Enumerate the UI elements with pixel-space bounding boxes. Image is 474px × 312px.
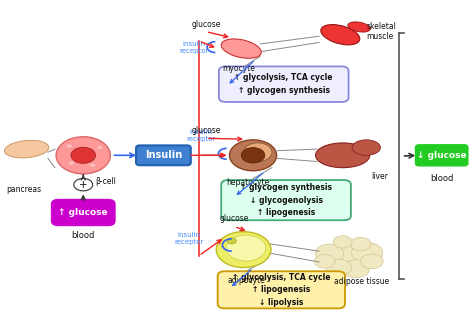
- Text: adipocyte: adipocyte: [227, 276, 265, 285]
- Text: pancreas: pancreas: [7, 185, 42, 194]
- Circle shape: [333, 236, 352, 248]
- Text: skeletal
muscle: skeletal muscle: [366, 22, 396, 41]
- Circle shape: [352, 242, 383, 263]
- FancyBboxPatch shape: [416, 145, 468, 166]
- Circle shape: [80, 150, 87, 154]
- Text: adipose tissue: adipose tissue: [334, 277, 389, 286]
- Circle shape: [314, 255, 335, 268]
- Text: ↑ glucose: ↑ glucose: [58, 208, 108, 217]
- FancyBboxPatch shape: [221, 180, 351, 220]
- Text: ↓ glucose: ↓ glucose: [417, 151, 466, 160]
- Circle shape: [71, 147, 95, 163]
- Text: blood: blood: [430, 174, 454, 183]
- Text: ↑ glycogen synthesis
↓ glycogenolysis
↑ lipogenesis: ↑ glycogen synthesis ↓ glycogenolysis ↑ …: [240, 183, 332, 217]
- Text: ↑ glycolysis, TCA cycle
↑ lipogenesis
↓ lipolysis: ↑ glycolysis, TCA cycle ↑ lipogenesis ↓ …: [232, 273, 330, 307]
- Circle shape: [361, 254, 383, 269]
- Circle shape: [227, 238, 237, 244]
- FancyBboxPatch shape: [136, 145, 191, 165]
- FancyBboxPatch shape: [218, 271, 345, 308]
- Ellipse shape: [56, 137, 110, 174]
- Circle shape: [90, 163, 96, 167]
- Text: glucose: glucose: [191, 20, 220, 28]
- Text: insulin
receptor: insulin receptor: [186, 129, 216, 142]
- Ellipse shape: [229, 140, 277, 171]
- Text: myocyte: myocyte: [222, 64, 255, 73]
- Circle shape: [226, 235, 266, 261]
- Ellipse shape: [221, 39, 261, 58]
- Text: insulin
receptor: insulin receptor: [175, 232, 204, 245]
- Circle shape: [66, 144, 73, 148]
- Circle shape: [244, 143, 272, 162]
- Circle shape: [96, 145, 103, 150]
- Text: glucose: glucose: [191, 126, 220, 135]
- Circle shape: [350, 237, 371, 251]
- Text: Insulin: Insulin: [145, 150, 182, 160]
- Circle shape: [315, 244, 344, 263]
- Circle shape: [326, 259, 352, 276]
- Text: insulin
receptor: insulin receptor: [179, 41, 209, 54]
- Circle shape: [329, 244, 365, 268]
- Ellipse shape: [352, 140, 381, 155]
- Ellipse shape: [316, 143, 370, 168]
- Text: glucose: glucose: [219, 214, 249, 223]
- FancyBboxPatch shape: [51, 199, 115, 226]
- Text: β-cell: β-cell: [95, 177, 116, 186]
- FancyBboxPatch shape: [219, 66, 348, 102]
- Circle shape: [74, 178, 93, 191]
- Circle shape: [241, 148, 265, 163]
- Text: liver: liver: [371, 172, 388, 181]
- Circle shape: [68, 161, 75, 165]
- Circle shape: [342, 260, 370, 278]
- Ellipse shape: [348, 22, 371, 32]
- Text: ↑ glycolysis, TCA cycle
↑ glycogen synthesis: ↑ glycolysis, TCA cycle ↑ glycogen synth…: [235, 73, 333, 95]
- Ellipse shape: [321, 25, 360, 45]
- Text: blood: blood: [72, 231, 95, 240]
- Text: +: +: [79, 180, 88, 190]
- Circle shape: [216, 232, 271, 268]
- Text: hepatocyte: hepatocyte: [227, 178, 270, 188]
- Ellipse shape: [4, 140, 49, 158]
